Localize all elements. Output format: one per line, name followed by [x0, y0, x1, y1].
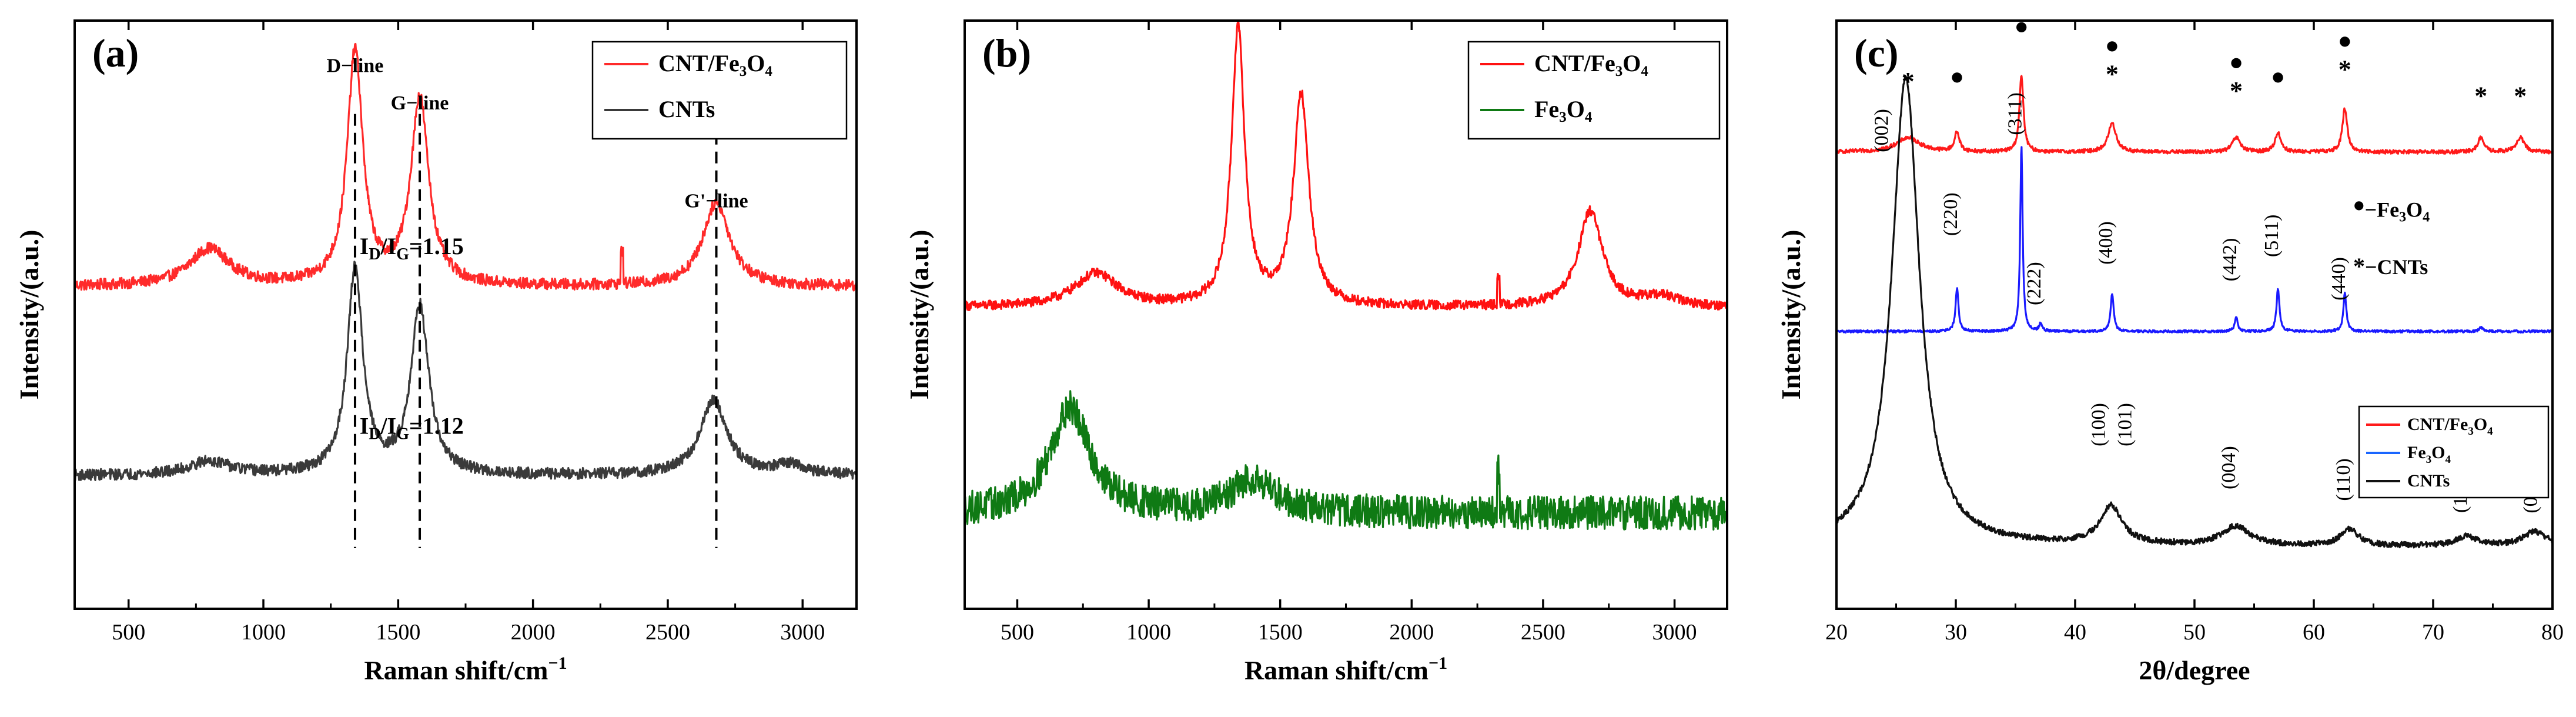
series-line-cnts [1835, 75, 2554, 549]
plot-frame [1835, 19, 2554, 610]
fe3o4-peak-marker: • [1951, 56, 1963, 98]
legend-entry: CNT/Fe3O4 [658, 50, 772, 79]
miller-index-label: (222) [2023, 262, 2045, 305]
x-axis-title: Raman shift/cm−1 [1244, 653, 1447, 685]
legend-entry: CNT/Fe3O4 [1534, 50, 1648, 79]
peak-label: G−line [391, 92, 449, 114]
x-tick-label: 500 [112, 620, 145, 645]
chart-panel-2: 500 1000 1500 2000 2500 3000 Raman shift/cm−1 I… [904, 19, 1728, 685]
panel-label: (c) [1854, 31, 1898, 75]
miller-index-label: (002) [1871, 109, 1892, 152]
intensity-ratio-label: ID/IG=1.15 [360, 233, 464, 264]
chart-panel-3: 20 30 40 50 60 70 80 2θ/degree Intensity/(a.u.) (… [1776, 6, 2564, 685]
x-tick-label: 3000 [780, 620, 825, 645]
series-line-cnt-fe3o4 [1836, 75, 2554, 155]
miller-index-label: (311) [2005, 92, 2026, 135]
x-tick-label: 1500 [376, 620, 420, 645]
panel-label: (b) [982, 31, 1031, 75]
x-axis-title: Raman shift/cm−1 [364, 653, 567, 685]
x-tick-label: 1000 [1126, 620, 1171, 645]
chart-panel-1: 500 1000 1500 2000 2500 3000 Raman shift/cm−1 I… [14, 19, 858, 685]
x-tick-label: 30 [1945, 620, 1967, 645]
y-axis-title: Intensity/(a.u.) [1776, 230, 1806, 400]
legend-entry: Fe3O4 [1534, 96, 1593, 125]
fe3o4-peak-marker: • [2230, 42, 2243, 84]
x-tick-label: 2000 [1389, 620, 1434, 645]
x-tick-label: 80 [2541, 620, 2564, 645]
series-line-cnt-fe3o4 [964, 21, 1728, 312]
miller-index-label: (004) [2218, 446, 2240, 489]
panel-label: (a) [92, 31, 139, 75]
y-axis-title: Intensity/(a.u.) [904, 230, 934, 400]
intensity-ratio-label: ID/IG=1.12 [360, 412, 464, 443]
miller-index-label: (110) [2333, 458, 2354, 501]
legend-box [1467, 41, 1721, 140]
cnt-peak-marker: * [2474, 81, 2487, 110]
fe3o4-peak-marker: • [2015, 6, 2028, 48]
miller-index-label: (511) [2261, 215, 2283, 257]
x-tick-label: 20 [1825, 620, 1848, 645]
legend-entry: CNTs [658, 96, 715, 122]
x-tick-label: 50 [2183, 620, 2206, 645]
fe3o4-peak-marker: • [2271, 56, 2284, 98]
legend-box [591, 41, 848, 140]
miller-index-label: (101) [2114, 403, 2136, 446]
legend-entry: CNTs [2407, 471, 2450, 491]
miller-index-label: (400) [2095, 221, 2117, 265]
x-tick-label: 2000 [511, 620, 556, 645]
miller-index-label: (442) [2219, 238, 2241, 282]
cnt-peak-marker: * [2339, 55, 2351, 84]
series-line-fe3o4 [964, 390, 1728, 531]
miller-index-label: (100) [2088, 403, 2110, 446]
peak-label: G'−line [684, 190, 748, 212]
series-line-cnts [73, 261, 858, 482]
x-tick-label: 70 [2422, 620, 2444, 645]
y-axis-title: Intensity/(a.u.) [14, 230, 44, 400]
legend-entry: Fe3O4 [2407, 443, 2451, 466]
x-tick-label: 500 [1001, 620, 1034, 645]
x-tick-label: 40 [2064, 620, 2086, 645]
x-tick-label: 2500 [1521, 620, 1565, 645]
miller-index-label: (440) [2328, 257, 2350, 301]
cnt-peak-marker: * [2230, 76, 2243, 105]
x-tick-label: 60 [2303, 620, 2325, 645]
x-axis-title: 2θ/degree [2139, 655, 2250, 685]
cnt-peak-marker: * [1902, 67, 1915, 96]
x-tick-label: 3000 [1652, 620, 1697, 645]
series-line-fe3o4 [1836, 146, 2554, 334]
fe3o4-peak-marker: • [2339, 21, 2351, 62]
marker-key-entry: *−CNTs [2353, 253, 2428, 279]
fe3o4-peak-marker: • [2106, 25, 2119, 67]
peak-label: D−line [327, 55, 384, 76]
legend-entry: CNT/Fe3O4 [2407, 415, 2493, 438]
marker-key-entry: •−Fe3O4 [2353, 188, 2430, 225]
cnt-peak-marker: * [2106, 60, 2119, 89]
series-line-cnt-fe3o4 [73, 42, 858, 292]
cnt-peak-marker: * [2514, 81, 2527, 110]
x-tick-label: 1500 [1258, 620, 1303, 645]
x-tick-label: 1000 [241, 620, 286, 645]
x-tick-label: 2500 [645, 620, 690, 645]
miller-index-label: (220) [1940, 192, 1962, 236]
